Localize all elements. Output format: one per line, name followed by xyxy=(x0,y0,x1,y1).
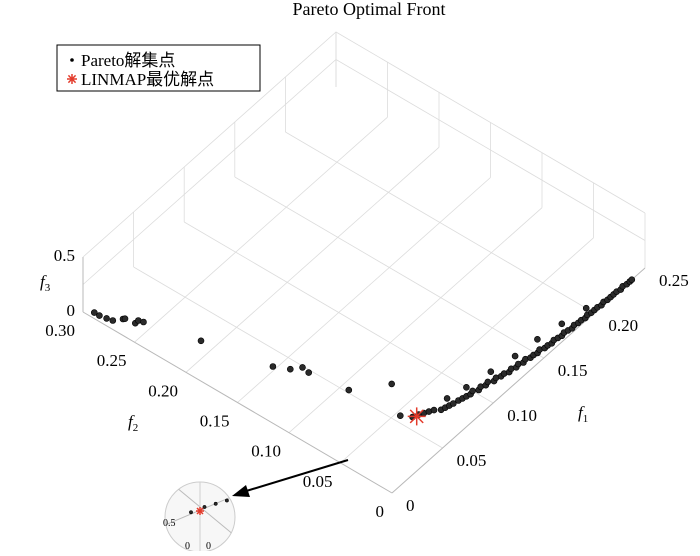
legend-pareto-marker xyxy=(70,58,74,62)
inset-pareto-point xyxy=(202,505,207,509)
y-tick-label: 0.30 xyxy=(45,321,75,340)
pareto-point xyxy=(582,304,590,312)
pareto-point xyxy=(197,337,205,345)
pareto-point xyxy=(469,387,476,395)
x-tick-label: 0.15 xyxy=(558,361,588,380)
y-tick-label: 0.20 xyxy=(148,381,178,400)
point-layer xyxy=(91,276,636,426)
pareto-point xyxy=(140,318,147,326)
legend: Pareto解集点 LINMAP最优解点 xyxy=(56,44,261,92)
linmap-point xyxy=(407,407,426,426)
legend-linmap-label: LINMAP最优解点 xyxy=(81,70,214,89)
y-tick-label: 0.15 xyxy=(200,412,230,431)
x-tick-label: 0.20 xyxy=(608,316,638,335)
y-tick-label: 0.05 xyxy=(303,472,333,491)
wall-top-edge xyxy=(82,31,646,258)
floor-grid-line xyxy=(340,237,594,464)
zoom-inset-tick-x: 0 xyxy=(206,541,211,551)
pareto-point xyxy=(103,315,110,322)
pareto-point xyxy=(430,406,438,414)
pareto-point xyxy=(109,317,117,324)
y-axis-line xyxy=(82,311,393,494)
tick-layer: 0 0.05 0.10 0.15 0.20 0.25 0 0.05 0.10 0.15 0.20 0.… xyxy=(45,246,689,521)
pareto-point xyxy=(305,369,313,376)
floor-grid-line xyxy=(288,207,543,433)
z-axis-label-main: f xyxy=(40,272,47,291)
y-axis-label-sub: 2 xyxy=(133,422,139,434)
pareto-point xyxy=(443,395,451,402)
y-axis-label: f2 xyxy=(128,412,138,434)
x-axis-label-main: f xyxy=(578,403,585,422)
pareto-point xyxy=(286,365,294,373)
inset-pareto-point xyxy=(224,498,229,503)
x-axis-label: f1 xyxy=(578,403,588,425)
floor-grid-line xyxy=(237,177,491,403)
inset-linmap-point xyxy=(196,507,204,515)
y-tick-label: 0.25 xyxy=(97,351,127,370)
pareto-point xyxy=(388,380,396,388)
pareto-point xyxy=(299,364,306,371)
z-axis-label: f3 xyxy=(40,272,51,294)
pareto-point xyxy=(121,315,129,323)
x-tick-label: 0.05 xyxy=(457,451,487,470)
pareto-point xyxy=(449,400,457,407)
x-tick-label: 0.10 xyxy=(507,406,537,425)
pareto-point xyxy=(396,412,404,420)
zoom-arrow xyxy=(232,459,349,497)
pareto-point xyxy=(463,383,470,391)
chart-title: Pareto Optimal Front xyxy=(293,0,446,19)
pareto-point xyxy=(96,312,103,319)
legend-box xyxy=(56,44,261,92)
x-axis-label-sub: 1 xyxy=(583,413,589,425)
floor-grid-line xyxy=(185,147,440,373)
floor-grid-line xyxy=(134,116,388,343)
pareto-point xyxy=(269,363,277,370)
z-axis-label-sub: 3 xyxy=(45,282,51,294)
zoom-inset: 0.5 0 0 xyxy=(163,481,236,553)
linmap-stroke xyxy=(409,409,424,424)
pareto-point xyxy=(91,309,98,316)
zoom-inset-tick-y: 0 xyxy=(185,541,190,551)
z-tick-label: 0.5 xyxy=(54,246,75,265)
grid-layer xyxy=(82,31,646,464)
pareto-point xyxy=(511,352,519,360)
inset-linmap-stroke xyxy=(196,507,204,515)
wall-mid-line xyxy=(82,59,646,285)
zoom-inset-points xyxy=(189,498,229,515)
z-tick-label: 0 xyxy=(67,301,76,320)
y-tick-label: 0.10 xyxy=(251,442,281,461)
legend-pareto-label: Pareto解集点 xyxy=(81,51,175,70)
pareto-point xyxy=(484,378,492,386)
pareto-point xyxy=(628,276,636,284)
pareto-point xyxy=(345,386,353,394)
inset-pareto-point xyxy=(213,501,218,506)
pareto-point xyxy=(558,320,566,328)
pareto-point xyxy=(487,368,495,376)
pareto-point xyxy=(534,335,541,343)
legend-linmap-marker xyxy=(67,74,77,84)
y-tick-label: 0 xyxy=(376,502,385,521)
x-tick-label: 0 xyxy=(406,496,415,515)
y-axis-label-main: f xyxy=(128,412,135,431)
x-tick-label: 0.25 xyxy=(659,271,689,290)
zoom-inset-tick-z: 0.5 xyxy=(163,518,176,529)
inset-pareto-point xyxy=(189,510,193,515)
